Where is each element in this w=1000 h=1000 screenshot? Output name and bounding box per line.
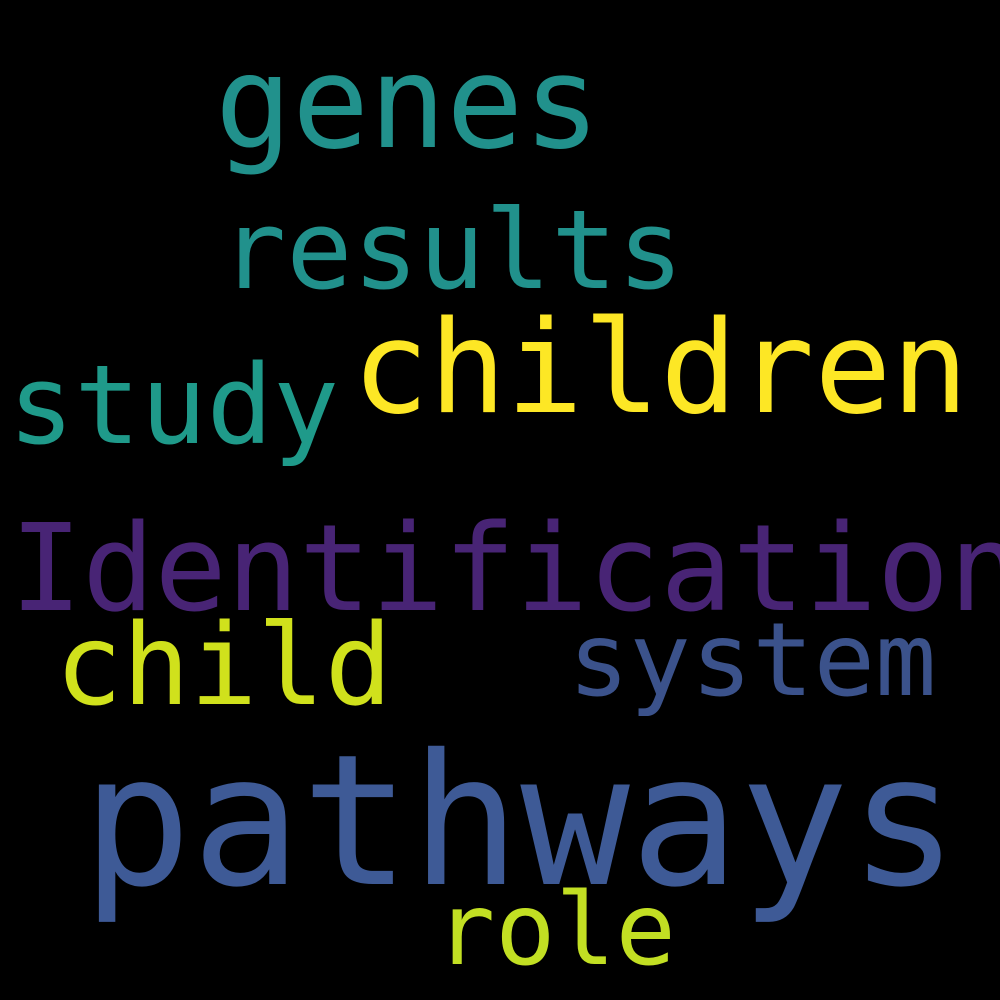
word-genes: genes [215, 29, 601, 178]
word-role: role [435, 871, 676, 988]
word-children: children [352, 294, 969, 443]
word-identification: Identification [10, 500, 1000, 639]
word-study: study [8, 341, 340, 469]
word-results: results [220, 186, 684, 314]
word-system: system [568, 601, 937, 720]
word-pathways: pathways [82, 715, 959, 927]
word-child: child [55, 601, 393, 731]
